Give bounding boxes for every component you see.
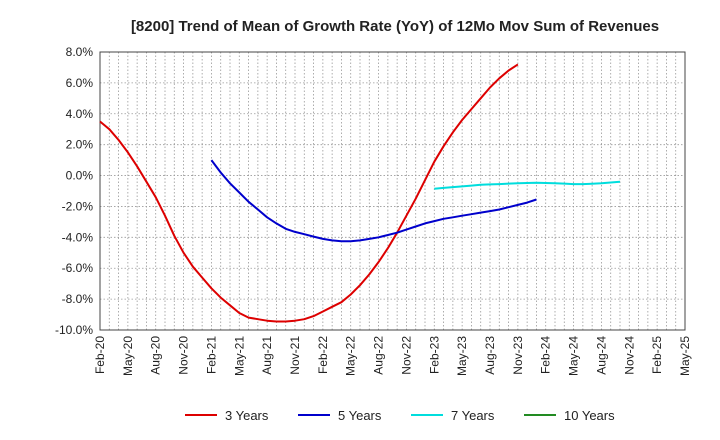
y-tick-label: -6.0%: [62, 261, 94, 275]
y-tick-label: 0.0%: [66, 169, 94, 183]
y-tick-label: 4.0%: [66, 107, 94, 121]
legend-label: 5 Years: [338, 408, 382, 423]
x-tick-label: Nov-20: [177, 336, 191, 375]
grid: [100, 51, 685, 331]
x-tick-label: Feb-21: [204, 336, 218, 374]
plot-background: [100, 52, 685, 330]
x-tick-label: May-25: [678, 336, 692, 376]
legend: 3 Years 5 Years 7 Years 10 Years: [185, 408, 615, 423]
x-tick-label: Feb-23: [427, 336, 441, 374]
y-tick-label: 2.0%: [66, 138, 94, 152]
y-tick-label: -10.0%: [55, 323, 93, 337]
x-tick-label: Nov-22: [399, 336, 413, 375]
legend-label: 10 Years: [564, 408, 615, 423]
x-tick-label: Feb-22: [316, 336, 330, 374]
x-axis: Feb-20 May-20 Aug-20 Nov-20 Feb-21 May-21 Aug-…: [93, 336, 692, 376]
x-tick-label: May-23: [455, 336, 469, 376]
series-line-5-years: [210, 159, 537, 243]
x-tick-label: Aug-20: [149, 336, 163, 375]
x-tick-label: Nov-23: [511, 336, 525, 375]
series-layer: [99, 63, 621, 323]
y-tick-label: 6.0%: [66, 76, 94, 90]
x-tick-label: Nov-21: [288, 336, 302, 375]
x-tick-label: Aug-23: [483, 336, 497, 375]
x-tick-label: May-22: [344, 336, 358, 376]
y-axis: 8.0% 6.0% 4.0% 2.0% 0.0% -2.0% -4.0% -6.0% -8.0%…: [55, 45, 93, 337]
x-tick-label: May-24: [567, 336, 581, 376]
y-tick-label: -8.0%: [62, 292, 94, 306]
x-tick-label: Feb-20: [93, 336, 107, 374]
chart-title: [8200] Trend of Mean of Growth Rate (YoY…: [131, 18, 659, 35]
series-line-3-years: [99, 63, 519, 323]
y-tick-label: 8.0%: [66, 45, 94, 59]
legend-label: 7 Years: [451, 408, 495, 423]
series-line-7-years: [434, 180, 621, 190]
x-tick-label: May-20: [121, 336, 135, 376]
x-tick-label: Feb-24: [539, 336, 553, 374]
legend-label: 3 Years: [225, 408, 269, 423]
x-tick-label: Nov-24: [622, 336, 636, 375]
plot-border: [99, 51, 686, 331]
x-tick-label: Aug-21: [260, 336, 274, 375]
y-tick-label: -4.0%: [62, 230, 94, 244]
x-tick-label: May-21: [232, 336, 246, 376]
y-tick-label: -2.0%: [62, 199, 94, 213]
x-tick-label: Aug-24: [594, 336, 608, 375]
plot-area: [99, 51, 686, 331]
x-tick-label: Aug-22: [372, 336, 386, 375]
x-tick-label: Feb-25: [650, 336, 664, 374]
